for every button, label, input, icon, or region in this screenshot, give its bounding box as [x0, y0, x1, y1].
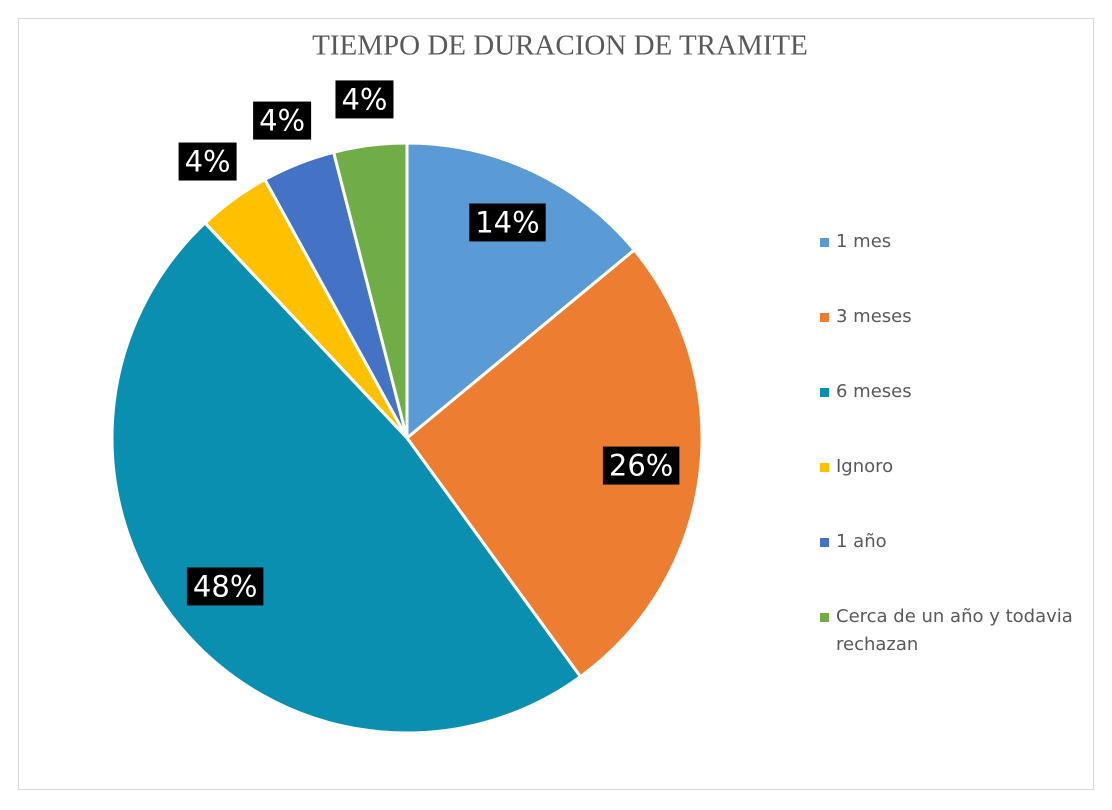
- legend-item: Ignoro: [820, 453, 1090, 528]
- data-label: 4%: [185, 145, 231, 179]
- legend-label: 1 año: [836, 531, 887, 552]
- legend-label: Ignoro: [836, 456, 894, 477]
- legend-label: 1 mes: [836, 231, 892, 252]
- legend-label: 3 meses: [836, 306, 912, 327]
- chart-title: TIEMPO DE DURACION DE TRAMITE: [312, 30, 808, 62]
- legend-label: Cerca de un año y todavia rechazan: [836, 606, 1073, 655]
- legend-item: Cerca de un año y todavia rechazan: [820, 603, 1090, 678]
- data-label-box: [178, 142, 237, 181]
- legend-swatch: [820, 238, 829, 247]
- legend-item: 3 meses: [820, 303, 1090, 378]
- legend-item: 1 año: [820, 528, 1090, 603]
- legend-swatch: [820, 313, 829, 322]
- data-label-box: [602, 446, 680, 485]
- data-label: 48%: [193, 569, 257, 603]
- legend-swatch: [820, 463, 829, 472]
- data-label: 14%: [475, 205, 539, 239]
- legend: 1 mes 3 meses 6 meses Ignoro 1 año Cerca de u…: [820, 228, 1090, 678]
- legend-item: 1 mes: [820, 228, 1090, 303]
- pie-slice: [331, 141, 409, 439]
- pie-slice: [405, 141, 637, 442]
- legend-swatch: [820, 388, 829, 397]
- data-label-box: [335, 80, 394, 119]
- data-label: 4%: [259, 104, 305, 138]
- legend-swatch: [820, 613, 829, 622]
- pie-slice: [110, 220, 583, 735]
- pie-slice: [404, 247, 704, 679]
- data-label-box: [253, 101, 312, 140]
- legend-label: 6 meses: [836, 381, 912, 402]
- data-label: 26%: [609, 449, 673, 483]
- data-label-box: [186, 567, 264, 606]
- data-label-box: [469, 203, 546, 242]
- legend-item: 6 meses: [820, 378, 1090, 453]
- legend-swatch: [820, 538, 829, 547]
- data-label: 4%: [341, 82, 387, 116]
